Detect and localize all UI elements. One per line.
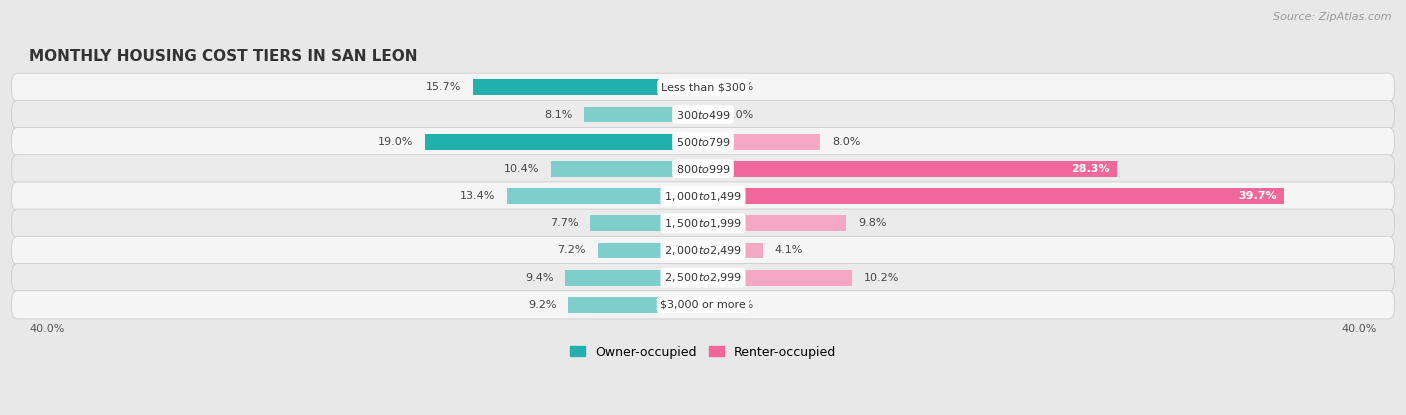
Text: 39.7%: 39.7%: [1239, 191, 1277, 201]
Text: $500 to $799: $500 to $799: [675, 136, 731, 148]
Text: 15.7%: 15.7%: [426, 82, 461, 92]
Text: $1,500 to $1,999: $1,500 to $1,999: [664, 217, 742, 230]
Text: 0.0%: 0.0%: [725, 82, 754, 92]
FancyBboxPatch shape: [11, 182, 1395, 210]
FancyBboxPatch shape: [11, 155, 1395, 183]
FancyBboxPatch shape: [11, 209, 1395, 237]
Text: 28.3%: 28.3%: [1071, 164, 1111, 174]
Bar: [425, 134, 703, 149]
Bar: [551, 161, 703, 177]
Text: 8.0%: 8.0%: [832, 137, 860, 146]
Text: 9.4%: 9.4%: [526, 273, 554, 283]
Text: Source: ZipAtlas.com: Source: ZipAtlas.com: [1274, 12, 1392, 22]
Text: 7.7%: 7.7%: [550, 218, 578, 228]
Text: 7.2%: 7.2%: [557, 245, 586, 256]
Text: 13.4%: 13.4%: [460, 191, 495, 201]
Text: 4.1%: 4.1%: [775, 245, 803, 256]
FancyBboxPatch shape: [11, 127, 1395, 156]
FancyBboxPatch shape: [11, 290, 1395, 319]
Text: $3,000 or more: $3,000 or more: [661, 300, 745, 310]
Bar: [703, 134, 820, 149]
Text: 40.0%: 40.0%: [30, 324, 65, 334]
FancyBboxPatch shape: [11, 100, 1395, 129]
Text: 19.0%: 19.0%: [378, 137, 413, 146]
Bar: [703, 188, 1284, 204]
Bar: [703, 242, 763, 258]
Bar: [506, 188, 703, 204]
FancyBboxPatch shape: [11, 236, 1395, 265]
Bar: [703, 270, 852, 286]
Bar: [585, 107, 703, 122]
Text: 0.0%: 0.0%: [725, 110, 754, 120]
Text: $1,000 to $1,499: $1,000 to $1,499: [664, 190, 742, 203]
Text: $300 to $499: $300 to $499: [675, 108, 731, 120]
Legend: Owner-occupied, Renter-occupied: Owner-occupied, Renter-occupied: [565, 341, 841, 364]
Text: 40.0%: 40.0%: [1341, 324, 1376, 334]
FancyBboxPatch shape: [11, 73, 1395, 101]
Text: 10.4%: 10.4%: [503, 164, 538, 174]
Text: $800 to $999: $800 to $999: [675, 163, 731, 175]
Bar: [472, 79, 703, 95]
Bar: [703, 161, 1118, 177]
Text: $2,000 to $2,499: $2,000 to $2,499: [664, 244, 742, 257]
Text: 9.8%: 9.8%: [858, 218, 887, 228]
Text: $2,500 to $2,999: $2,500 to $2,999: [664, 271, 742, 284]
FancyBboxPatch shape: [11, 264, 1395, 292]
Text: MONTHLY HOUSING COST TIERS IN SAN LEON: MONTHLY HOUSING COST TIERS IN SAN LEON: [30, 49, 418, 64]
Text: 8.1%: 8.1%: [544, 110, 572, 120]
Text: Less than $300: Less than $300: [661, 82, 745, 92]
Bar: [591, 215, 703, 231]
Text: 0.0%: 0.0%: [725, 300, 754, 310]
Text: 10.2%: 10.2%: [865, 273, 900, 283]
Bar: [565, 270, 703, 286]
Bar: [703, 215, 846, 231]
Bar: [568, 297, 703, 312]
Text: 9.2%: 9.2%: [529, 300, 557, 310]
Bar: [598, 242, 703, 258]
